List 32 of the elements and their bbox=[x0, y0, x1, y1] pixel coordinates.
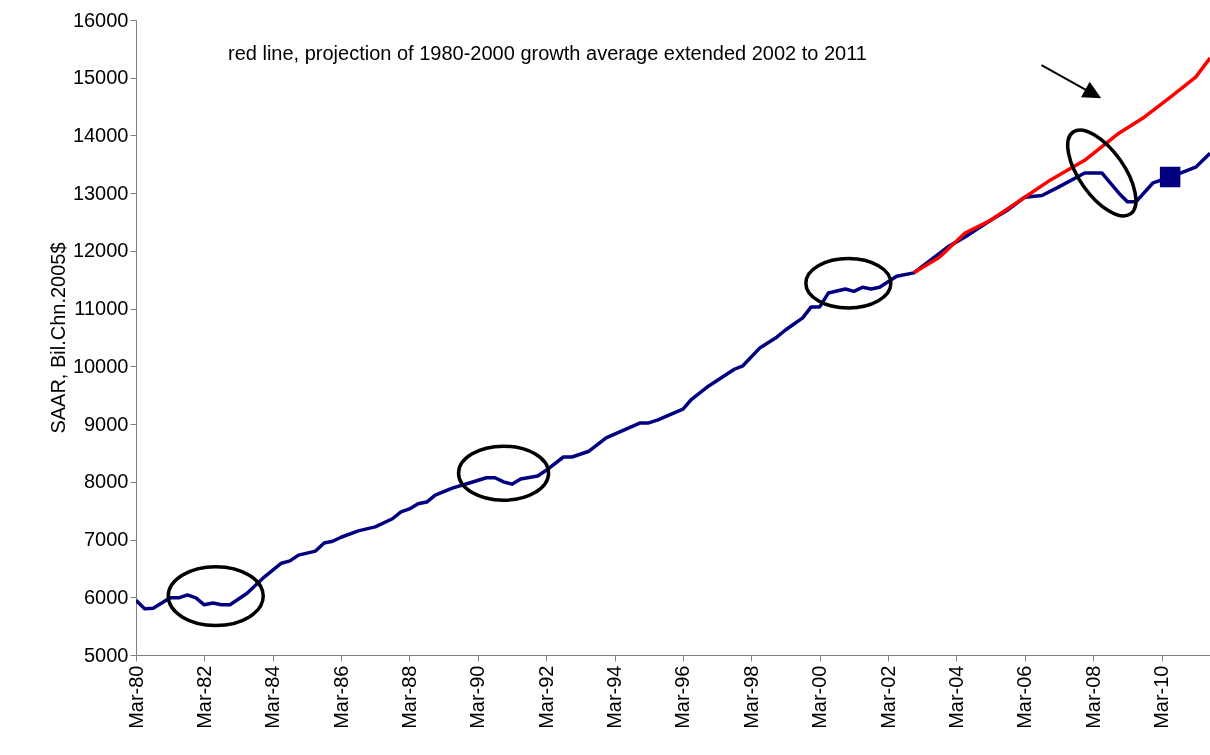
x-tick-label: Mar-02 bbox=[876, 665, 899, 729]
line-series bbox=[912, 56, 1210, 275]
y-tick-label: 9000 bbox=[84, 412, 129, 435]
y-tick-label: 7000 bbox=[84, 528, 129, 551]
y-tick-label: 11000 bbox=[74, 297, 129, 320]
y-tick-label: 12000 bbox=[72, 239, 129, 262]
x-tick-label: Mar-82 bbox=[192, 665, 215, 729]
x-tick-label: Mar-84 bbox=[261, 665, 284, 729]
x-tick-label: Mar-04 bbox=[944, 665, 967, 729]
x-tick-label: Mar-90 bbox=[466, 665, 489, 729]
x-tick-label: Mar-10 bbox=[1150, 665, 1173, 729]
x-tick-label: Mar-06 bbox=[1013, 665, 1036, 729]
y-axis-title: SAAR, Bil.Chn.2005$ bbox=[46, 242, 69, 434]
y-tick-label: 5000 bbox=[84, 643, 129, 666]
y-tick-label: 15000 bbox=[72, 66, 129, 89]
x-tick-label: Mar-92 bbox=[534, 665, 557, 729]
x-tick-label: Mar-86 bbox=[329, 665, 352, 729]
y-tick-label: 6000 bbox=[84, 585, 129, 608]
line-series bbox=[136, 151, 1210, 611]
x-tick-label: Mar-98 bbox=[739, 665, 762, 729]
x-tick-label: Mar-96 bbox=[671, 665, 694, 729]
x-tick-label: Mar-94 bbox=[603, 665, 626, 729]
y-tick-label: 16000 bbox=[72, 8, 129, 31]
y-tick-label: 13000 bbox=[72, 181, 129, 204]
y-tick-label: 14000 bbox=[72, 123, 129, 146]
x-tick-label: Mar-80 bbox=[124, 665, 147, 729]
y-tick-label: 10000 bbox=[72, 354, 129, 377]
x-tick-label: Mar-00 bbox=[808, 665, 831, 729]
annotation: red line, projection of 1980-2000 growth average extended 2002 to 2011 bbox=[228, 42, 867, 64]
x-tick-label: Mar-88 bbox=[397, 665, 420, 729]
x-tick-label: Mar-08 bbox=[1081, 665, 1104, 729]
y-tick-label: 8000 bbox=[84, 470, 129, 493]
